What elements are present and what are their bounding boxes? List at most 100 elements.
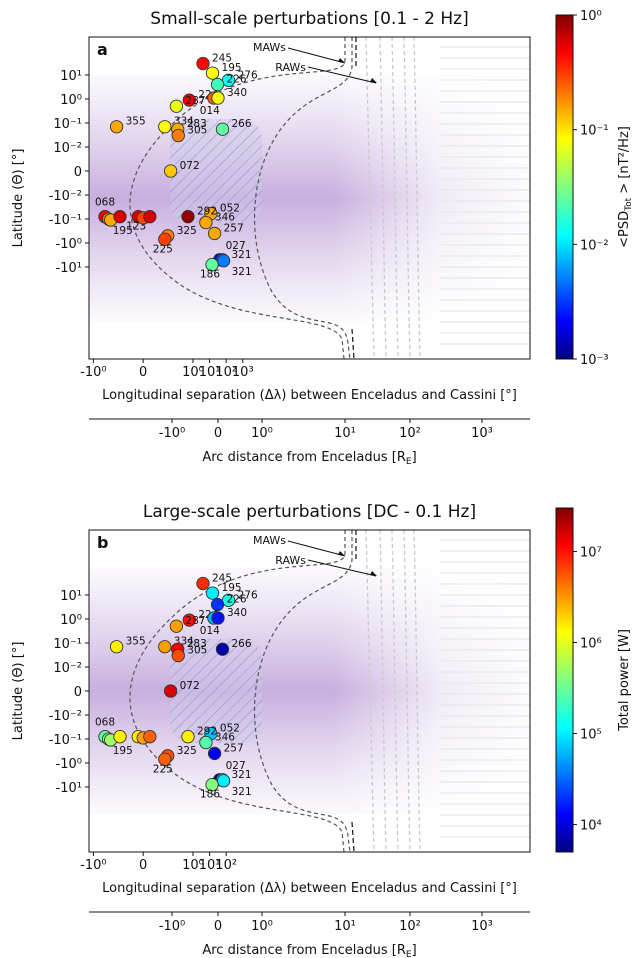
data-point bbox=[205, 586, 220, 600]
panel-letter: b bbox=[97, 533, 108, 552]
point-label: 305 bbox=[187, 125, 207, 137]
panel-a: Small-scale perturbations [0.1 - 2 Hz] MA… bbox=[11, 9, 633, 467]
point-label: 245 bbox=[212, 573, 232, 585]
colorbar-tick-label: 10⁶ bbox=[580, 636, 602, 651]
point-label: 186 bbox=[200, 789, 220, 801]
point-label: 346 bbox=[215, 732, 235, 744]
data-point bbox=[158, 120, 172, 134]
y-tick-label: 10¹ bbox=[60, 589, 82, 604]
point-label: 195 bbox=[113, 745, 133, 757]
point-label: 321 bbox=[232, 249, 252, 261]
point-label: 014 bbox=[200, 625, 220, 637]
point-label: 266 bbox=[232, 638, 252, 650]
point-label: 257 bbox=[224, 222, 244, 234]
data-point bbox=[215, 122, 230, 136]
data-point bbox=[210, 77, 225, 92]
point-label: 225 bbox=[153, 243, 173, 255]
raws-label: RAWs bbox=[275, 554, 306, 567]
x-tick-label: 10² bbox=[215, 365, 237, 380]
y-tick-label: 10⁻² bbox=[53, 141, 82, 156]
data-point bbox=[181, 730, 195, 744]
y-axis-label: Latitude (Θ) [°] bbox=[11, 149, 26, 248]
x2-tick-label: 10¹ bbox=[334, 919, 356, 934]
x-tick-label: 10² bbox=[215, 858, 237, 873]
y-tick-label: -10⁰ bbox=[56, 757, 82, 772]
x-tick-label: 10³ bbox=[232, 365, 254, 380]
colorbar-tick-label: 10⁻¹ bbox=[580, 124, 609, 139]
hatched-region-pattern bbox=[170, 639, 262, 743]
raws-arrowhead bbox=[370, 78, 377, 83]
raws-arrow bbox=[307, 66, 377, 84]
point-label: 340 bbox=[227, 87, 247, 99]
colorbar bbox=[555, 14, 574, 360]
y-tick-label: -10⁻² bbox=[49, 709, 82, 724]
data-point bbox=[211, 611, 225, 625]
y-tick-label: 0 bbox=[74, 685, 82, 700]
point-label: 225 bbox=[153, 763, 173, 775]
y-tick-label: -10¹ bbox=[56, 781, 82, 796]
data-point bbox=[205, 778, 219, 792]
point-label: 072 bbox=[180, 160, 200, 172]
colorbar-tick-label: 10⁴ bbox=[580, 819, 602, 834]
hatched-region-pattern bbox=[170, 119, 262, 223]
x2-tick-label: 0 bbox=[214, 919, 222, 934]
data-point bbox=[216, 254, 231, 268]
y-tick-label: 10⁻¹ bbox=[53, 637, 82, 652]
x-tick-label: 10⁰ bbox=[182, 365, 204, 380]
x-axis-label: Longitudinal separation (Δλ) between Enc… bbox=[102, 881, 517, 896]
data-point bbox=[196, 576, 210, 591]
data-point bbox=[158, 232, 172, 246]
data-point bbox=[169, 619, 184, 633]
point-label: 276 bbox=[238, 69, 258, 81]
data-point bbox=[158, 752, 172, 766]
point-label: 014 bbox=[200, 105, 220, 117]
data-point bbox=[158, 640, 172, 654]
maws-arrow bbox=[287, 540, 346, 557]
point-label: 283 bbox=[187, 638, 207, 650]
point-label: 340 bbox=[227, 607, 247, 619]
point-label: 072 bbox=[180, 680, 200, 692]
x2-tick-label: 10⁰ bbox=[251, 919, 273, 934]
data-point bbox=[182, 613, 196, 627]
maw-curve bbox=[253, 530, 353, 853]
x-tick-label: 10¹ bbox=[199, 365, 221, 380]
point-label: 355 bbox=[126, 116, 146, 128]
data-point bbox=[215, 642, 230, 656]
colorbar-label: Total power [W] bbox=[617, 629, 632, 732]
data-point bbox=[205, 258, 219, 272]
y-tick-label: 0 bbox=[74, 165, 82, 180]
raw-curve bbox=[391, 529, 399, 853]
point-label: 346 bbox=[215, 212, 235, 224]
maws-arrow bbox=[287, 47, 346, 64]
x2-tick-label: 10² bbox=[399, 919, 421, 934]
point-label: 226 bbox=[227, 594, 247, 606]
point-label: 292 bbox=[197, 206, 217, 218]
maws-label: MAWs bbox=[253, 41, 286, 54]
y-tick-label: 10⁻¹ bbox=[53, 117, 82, 132]
data-point bbox=[171, 648, 185, 663]
point-label: 027 bbox=[226, 760, 246, 772]
data-point bbox=[143, 210, 157, 224]
x-axis-label: Longitudinal separation (Δλ) between Enc… bbox=[102, 388, 517, 403]
data-point bbox=[199, 735, 213, 750]
panel-letter: a bbox=[97, 40, 108, 59]
colorbar-tick-label: 10⁻³ bbox=[580, 353, 609, 368]
maw-curve bbox=[253, 37, 353, 360]
y-tick-label: -10⁻¹ bbox=[49, 213, 82, 228]
data-point bbox=[196, 56, 210, 71]
point-label: 195 bbox=[222, 582, 242, 594]
point-label: 068 bbox=[95, 197, 115, 209]
panel-b: Large-scale perturbations [DC - 0.1 Hz] M… bbox=[11, 502, 632, 958]
colorbar-tick-label: 10⁰ bbox=[580, 9, 602, 24]
band-fade bbox=[89, 568, 530, 814]
x2-tick-label: -10⁰ bbox=[159, 919, 185, 934]
data-point bbox=[113, 210, 127, 224]
colorbar-tick-label: 10⁵ bbox=[580, 728, 602, 743]
data-point bbox=[181, 210, 195, 224]
maws-arrowhead bbox=[338, 58, 345, 63]
x-tick-label: 0 bbox=[139, 858, 147, 873]
y-axis-label: Latitude (Θ) [°] bbox=[11, 642, 26, 741]
raw-curve bbox=[379, 529, 387, 853]
colorbar bbox=[555, 507, 574, 853]
